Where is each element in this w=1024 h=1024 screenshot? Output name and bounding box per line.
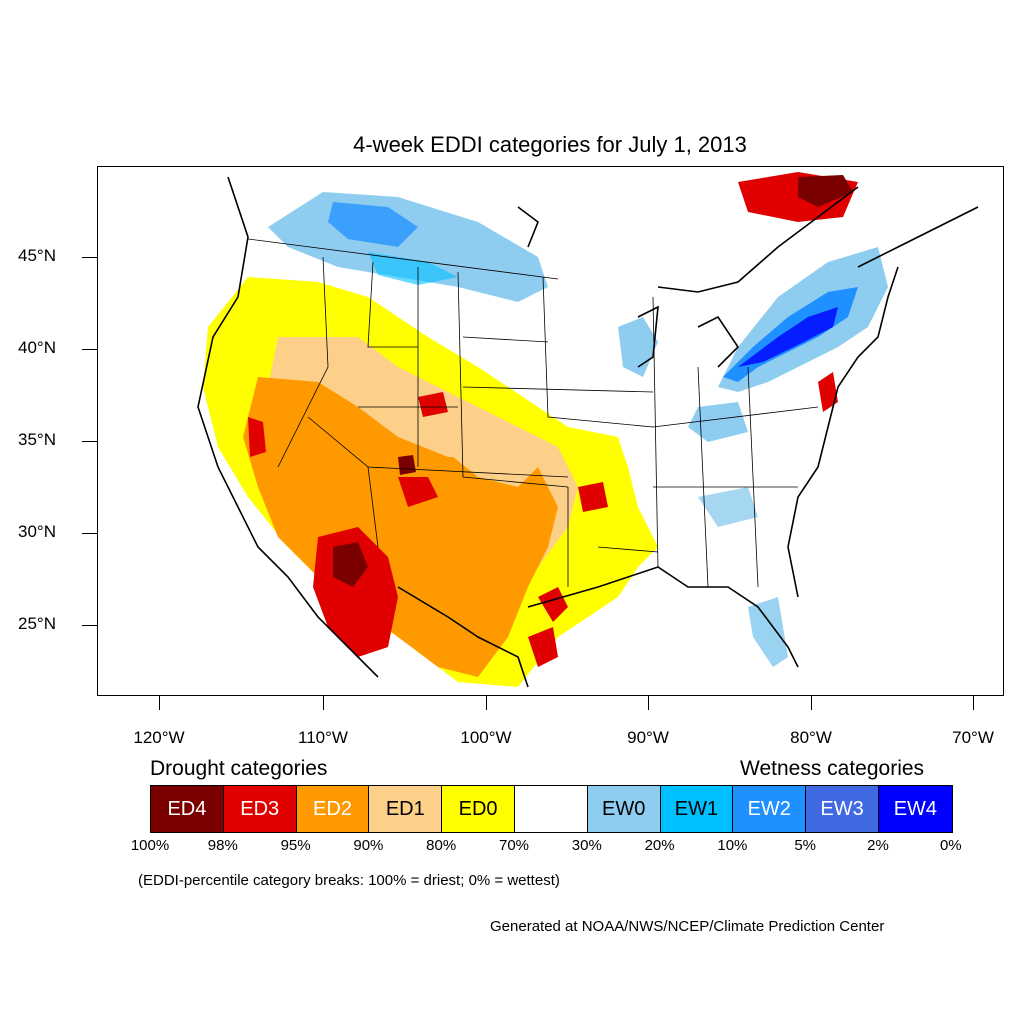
percent-break-label: 2% [867, 837, 889, 854]
percent-break-label: 0% [939, 837, 962, 854]
legend-box-ew2: EW2 [733, 786, 807, 832]
lat-label-45: 45°N [18, 246, 56, 265]
legend-box-neutral [514, 786, 588, 832]
legend-box-ew1: EW1 [660, 786, 734, 832]
lat-label-35: 35°N [18, 430, 56, 449]
lat-tick-30 [82, 533, 97, 534]
percent-break-label: 100% [130, 837, 170, 854]
legend-box-ed3: ED3 [223, 786, 297, 832]
percent-break-label: 20% [644, 837, 675, 854]
map-panel [97, 166, 1004, 696]
ed2-region [243, 377, 558, 677]
lon-label-100: 100°W [460, 728, 512, 747]
drought-legend-heading: Drought categories [150, 757, 328, 780]
ed4-region [333, 542, 368, 587]
percent-break-label: 70% [498, 837, 530, 854]
percent-break-label: 98% [207, 837, 238, 854]
lat-tick-25 [82, 625, 97, 626]
lon-label-70: 70°W [952, 728, 994, 747]
lon-tick-80 [811, 696, 812, 710]
legend-box-ed4: ED4 [151, 786, 224, 832]
legend-box-ew0: EW0 [587, 786, 661, 832]
map-title: 4-week EDDI categories for July 1, 2013 [353, 132, 747, 157]
wetness-legend-heading: Wetness categories [740, 757, 925, 780]
lat-label-25: 25°N [18, 614, 56, 633]
lon-label-110: 110°W [298, 728, 348, 747]
lon-tick-120 [159, 696, 160, 710]
lat-tick-35 [82, 441, 97, 442]
percent-break-label: 5% [794, 837, 817, 854]
lon-tick-90 [648, 696, 649, 710]
legend-box-ed0: ED0 [442, 786, 515, 832]
lat-label-30: 30°N [18, 522, 56, 541]
lon-tick-100 [486, 696, 487, 710]
lon-label-120: 120°W [133, 728, 185, 747]
percent-break-label: 90% [353, 837, 384, 854]
lon-tick-110 [323, 696, 324, 710]
percent-break-label: 30% [571, 837, 602, 854]
lat-tick-40 [82, 349, 97, 350]
credit-line: Generated at NOAA/NWS/NCEP/Climate Predi… [490, 918, 885, 935]
legend-color-bar: ED4 ED3 ED2 ED1 ED0 EW0 EW1 EW2 EW3 EW4 [150, 785, 953, 833]
percent-break-label: 10% [717, 837, 748, 854]
lon-tick-70 [973, 696, 974, 710]
legend-box-ew3: EW3 [806, 786, 879, 832]
percent-break-label: 80% [426, 837, 457, 854]
legend-box-ew4: EW4 [878, 786, 952, 832]
lat-tick-45 [82, 257, 97, 258]
legend-note: (EDDI-percentile category breaks: 100% =… [138, 872, 560, 889]
legend-box-ed2: ED2 [296, 786, 370, 832]
lon-label-80: 80°W [790, 728, 832, 747]
legend-box-ed1: ED1 [369, 786, 443, 832]
us-map-svg [98, 167, 1003, 695]
north-wet-core [328, 202, 418, 247]
state-borders [247, 238, 819, 588]
lat-label-40: 40°N [18, 338, 56, 357]
percent-break-label: 95% [280, 837, 311, 854]
lon-label-90: 90°W [627, 728, 669, 747]
coastline [197, 176, 979, 688]
